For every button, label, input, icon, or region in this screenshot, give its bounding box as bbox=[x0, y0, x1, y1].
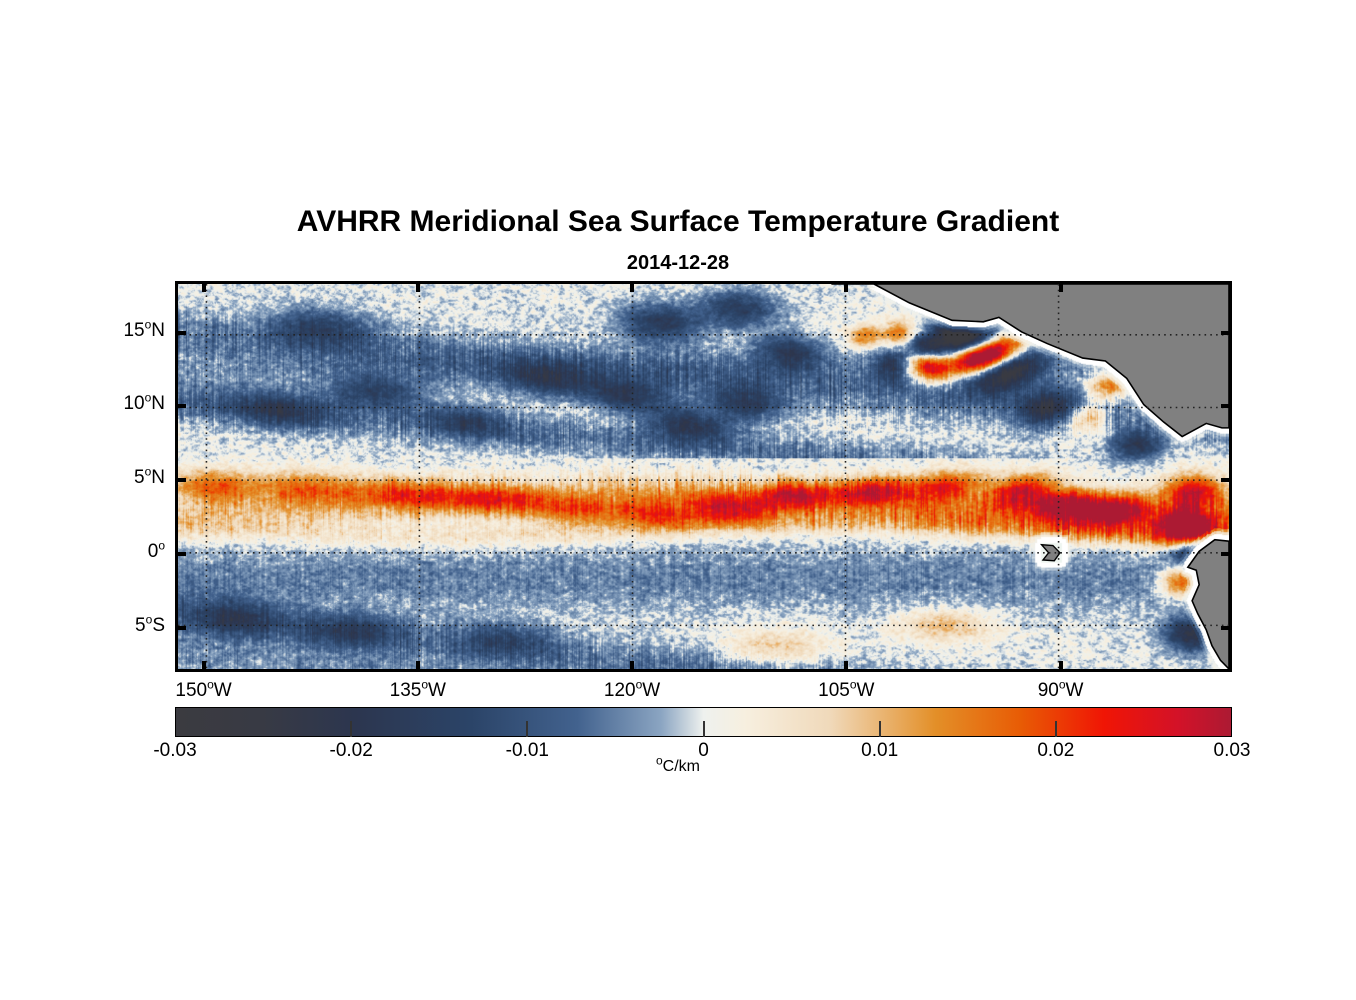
colorbar-label-0.03: 0.03 bbox=[1213, 740, 1251, 761]
x-axis-label-90W: 90oW bbox=[1037, 677, 1084, 701]
colorbar-label-0.02: 0.02 bbox=[1037, 740, 1075, 761]
colorbar-label-0: 0 bbox=[698, 740, 709, 761]
x-tickmark-top-150 bbox=[201, 281, 206, 292]
x-axis-label-105W: 105oW bbox=[818, 677, 875, 701]
y-tickmark-right-15 bbox=[1221, 330, 1232, 335]
y-tickmark-right-5 bbox=[1221, 625, 1232, 630]
y-tickmark-right-0 bbox=[1221, 552, 1232, 556]
colorbar[interactable] bbox=[175, 707, 1232, 737]
sst-gradient-heatmap bbox=[178, 284, 1229, 669]
colorbar-label--0.02: -0.02 bbox=[329, 740, 373, 761]
y-axis-label-0eq: 0o bbox=[147, 538, 165, 562]
y-tickmark-left-5 bbox=[175, 625, 186, 630]
y-axis-label-5S: 5oS bbox=[135, 612, 165, 636]
colorbar-label--0.01: -0.01 bbox=[505, 740, 549, 761]
x-tickmark-bottom-105 bbox=[844, 661, 849, 672]
y-axis-label-5N: 5oN bbox=[134, 464, 165, 489]
chart-title: AVHRR Meridional Sea Surface Temperature… bbox=[296, 205, 1060, 238]
x-axis-label-150W: 150oW bbox=[175, 677, 232, 701]
colorbar-label--0.03: -0.03 bbox=[153, 740, 197, 761]
x-tickmark-top-135 bbox=[415, 281, 420, 292]
map-plot-area[interactable] bbox=[175, 281, 1232, 672]
x-tickmark-bottom-135 bbox=[415, 661, 420, 672]
y-tickmark-left-10 bbox=[175, 404, 186, 409]
y-axis-label-15N: 15oN bbox=[123, 317, 165, 341]
y-axis-label-10N: 10oN bbox=[123, 391, 165, 415]
x-tickmark-bottom-150 bbox=[201, 661, 206, 672]
x-axis-label-135W: 135oW bbox=[389, 677, 446, 701]
colorbar-label-0.01: 0.01 bbox=[861, 740, 899, 761]
x-axis-label-120W: 120oW bbox=[603, 677, 661, 701]
x-tickmark-top-105 bbox=[844, 281, 849, 292]
y-tickmark-left-15 bbox=[175, 330, 186, 335]
y-tickmark-left-5 bbox=[175, 478, 186, 483]
x-tickmark-top-120 bbox=[630, 281, 635, 292]
y-tickmark-right-10 bbox=[1221, 404, 1232, 409]
x-tickmark-top-90 bbox=[1058, 281, 1063, 292]
y-tickmark-left-0 bbox=[175, 552, 186, 556]
y-tickmark-right-5 bbox=[1221, 478, 1232, 483]
colorbar-unit-label: oC/km bbox=[655, 753, 700, 775]
x-tickmark-bottom-90 bbox=[1058, 661, 1063, 672]
x-tickmark-bottom-120 bbox=[630, 661, 635, 672]
chart-subtitle: 2014-12-28 bbox=[626, 252, 730, 274]
